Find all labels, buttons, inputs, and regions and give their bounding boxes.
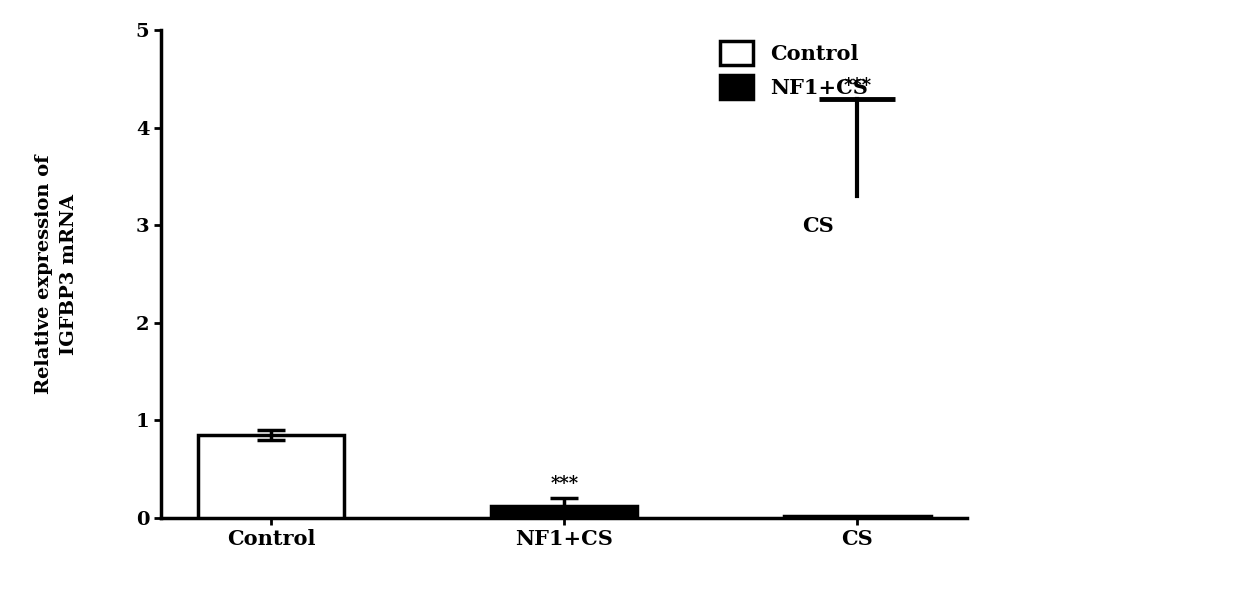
Bar: [198, 435, 345, 518]
Legend: Control, NF1+CS: Control, NF1+CS: [719, 41, 868, 99]
Text: CS: CS: [802, 216, 833, 236]
Bar: [491, 506, 637, 518]
Text: ***: ***: [551, 475, 578, 493]
Bar: [784, 516, 930, 518]
Text: Relative expression of
IGFBP3 mRNA: Relative expression of IGFBP3 mRNA: [35, 154, 78, 394]
Text: ***: ***: [843, 77, 872, 95]
